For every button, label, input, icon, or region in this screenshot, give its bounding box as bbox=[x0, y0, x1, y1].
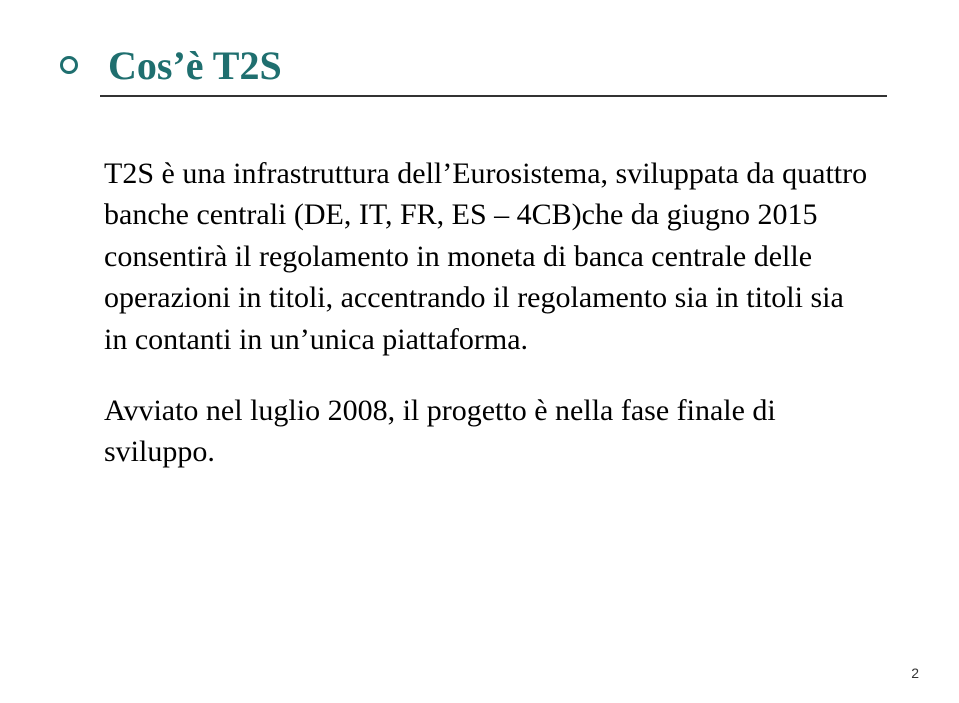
title-bullet-icon bbox=[60, 56, 78, 74]
slide-title: Cos’è T2S bbox=[108, 42, 887, 89]
title-underline bbox=[100, 95, 887, 97]
slide-container: Cos’è T2S T2S è una infrastruttura dell’… bbox=[0, 0, 959, 703]
page-number: 2 bbox=[911, 665, 919, 681]
slide-body: T2S è una infrastruttura dell’Eurosistem… bbox=[104, 153, 874, 473]
body-paragraph-2: Avviato nel luglio 2008, il progetto è n… bbox=[104, 390, 874, 473]
body-paragraph-1: T2S è una infrastruttura dell’Eurosistem… bbox=[104, 153, 874, 360]
